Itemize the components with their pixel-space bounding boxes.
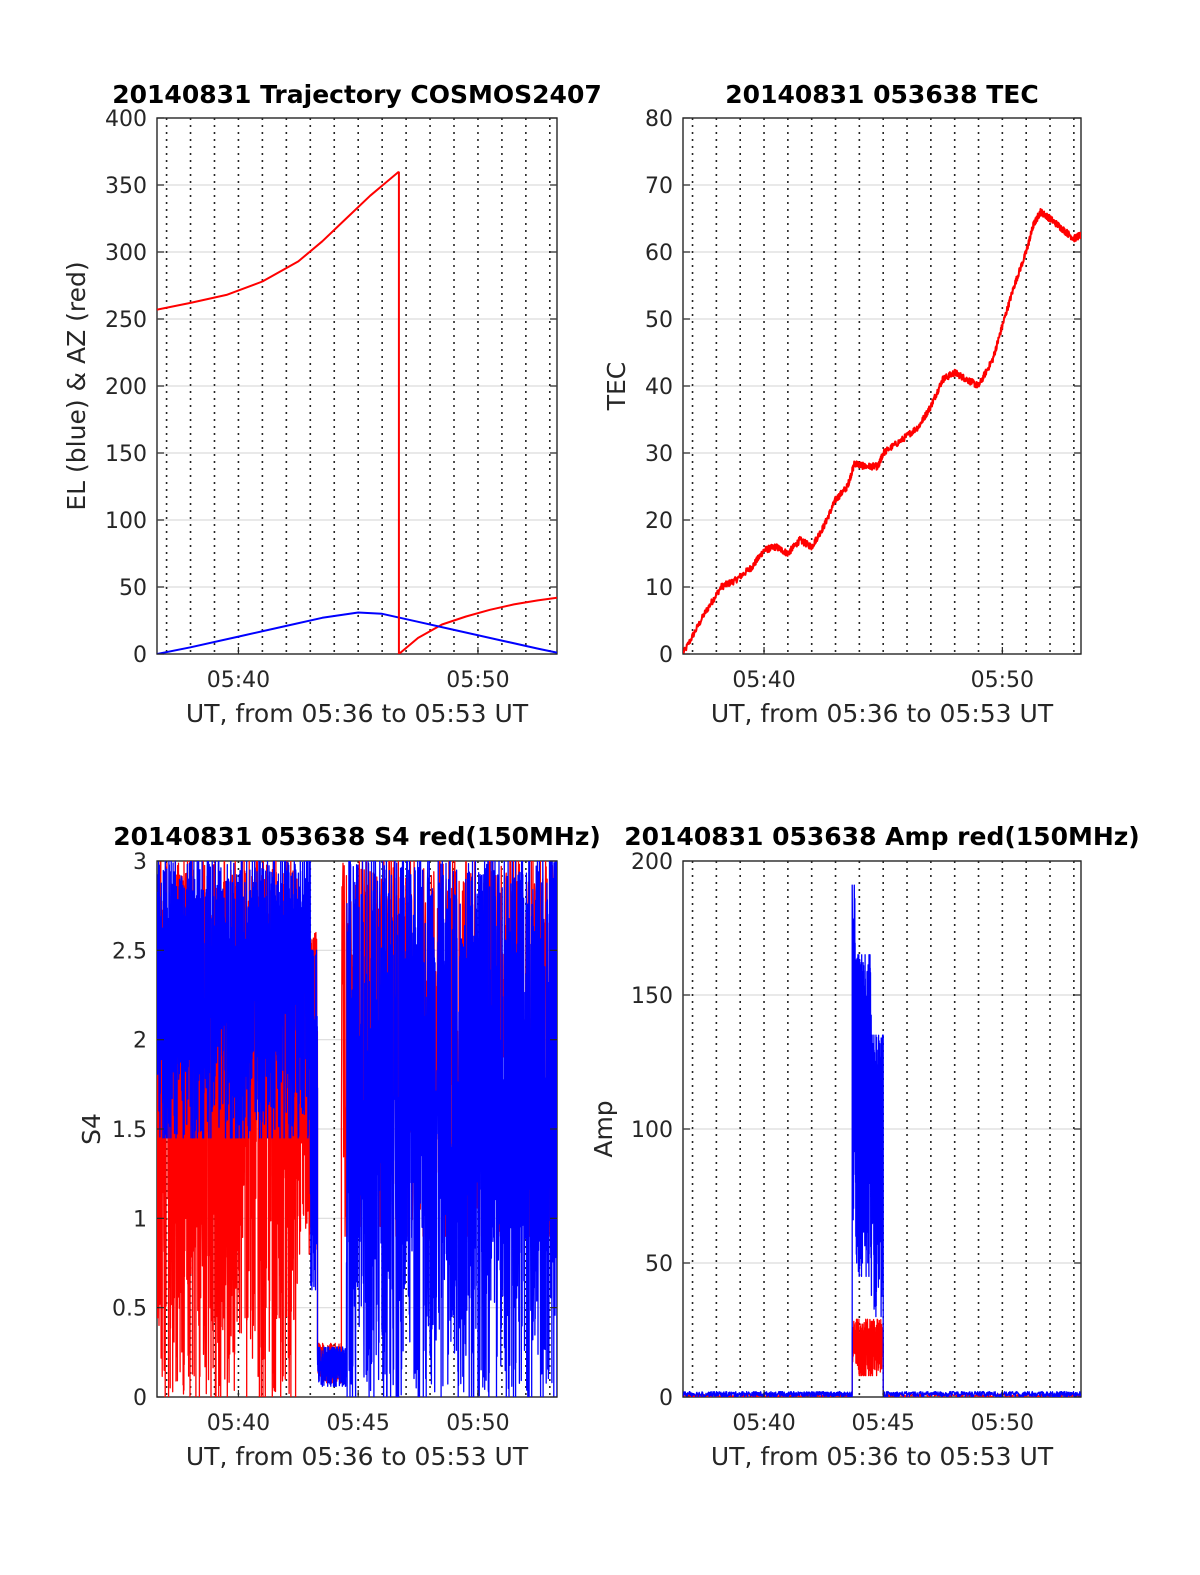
s4-series-blue <box>157 861 557 1397</box>
s4-ytick-label: 3 <box>133 850 147 875</box>
trajectory-ylabel: EL (blue) & AZ (red) <box>62 261 91 510</box>
s4-ytick-label: 0.5 <box>112 1297 147 1322</box>
amp-ytick-label: 200 <box>631 850 673 875</box>
trajectory-xlabel: UT, from 05:36 to 05:53 UT <box>186 699 529 728</box>
amp-ytick-label: 100 <box>631 1118 673 1143</box>
s4-ytick-label: 2 <box>133 1029 147 1054</box>
s4-ytick-label: 0 <box>133 1386 147 1411</box>
trajectory-panel: 0 50 100 150 200 250 300 350 400 05:40 05:50 20140… <box>62 80 602 728</box>
trajectory-ytick-label: 350 <box>105 174 147 199</box>
tec-panel: 0 10 20 30 40 50 60 70 80 05:40 05:50 20140831 053… <box>602 80 1082 728</box>
tec-ytick-label: 10 <box>645 576 673 601</box>
amp-xtick-label: 05:40 <box>732 1411 795 1436</box>
tec-ytick-label: 60 <box>645 241 673 266</box>
s4-ytick-label: 1 <box>133 1207 147 1232</box>
trajectory-title: 20140831 Trajectory COSMOS2407 <box>112 80 602 109</box>
trajectory-ytick-label: 300 <box>105 241 147 266</box>
tec-xtick-label: 05:50 <box>971 668 1034 693</box>
trajectory-ytick-label: 0 <box>133 643 147 668</box>
tec-ytick-label: 20 <box>645 509 673 534</box>
tec-xlabel: UT, from 05:36 to 05:53 UT <box>711 699 1054 728</box>
amp-ytick-label: 0 <box>659 1386 673 1411</box>
amp-xtick-label: 05:45 <box>851 1411 914 1436</box>
s4-xlabel: UT, from 05:36 to 05:53 UT <box>186 1442 529 1471</box>
trajectory-ytick-label: 100 <box>105 509 147 534</box>
trajectory-ytick-label: 250 <box>105 308 147 333</box>
s4-ylabel: S4 <box>77 1113 106 1145</box>
s4-xtick-label: 05:45 <box>326 1411 389 1436</box>
trajectory-xtick-label: 05:50 <box>446 668 509 693</box>
trajectory-xtick-label: 05:40 <box>207 668 270 693</box>
s4-ytick-label: 1.5 <box>112 1118 147 1143</box>
tec-series-red <box>683 208 1081 654</box>
tec-ytick-label: 0 <box>659 643 673 668</box>
tec-title: 20140831 053638 TEC <box>725 80 1038 109</box>
s4-panel: 0 0.5 1 1.5 2 2.5 3 05:40 05:45 05:50 20140831 05… <box>77 822 601 1471</box>
trajectory-series-red <box>157 170 557 654</box>
trajectory-series-blue <box>157 611 557 654</box>
amp-panel: 0 50 100 150 200 05:40 05:45 05:50 20140831 053… <box>589 822 1140 1471</box>
s4-xtick-label: 05:40 <box>207 1411 270 1436</box>
tec-ytick-label: 70 <box>645 174 673 199</box>
amp-ylabel: Amp <box>589 1100 618 1157</box>
tec-ytick-label: 50 <box>645 308 673 333</box>
tec-xtick-label: 05:40 <box>732 668 795 693</box>
amp-ytick-label: 150 <box>631 984 673 1009</box>
trajectory-ytick-label: 200 <box>105 375 147 400</box>
amp-ytick-label: 50 <box>645 1252 673 1277</box>
amp-xlabel: UT, from 05:36 to 05:53 UT <box>711 1442 1054 1471</box>
s4-xtick-label: 05:50 <box>446 1411 509 1436</box>
s4-ytick-label: 2.5 <box>112 939 147 964</box>
tec-ytick-label: 30 <box>645 442 673 467</box>
amp-xtick-label: 05:50 <box>971 1411 1034 1436</box>
tec-ytick-label: 80 <box>645 107 673 132</box>
amp-title: 20140831 053638 Amp red(150MHz) <box>624 822 1140 851</box>
trajectory-ytick-label: 150 <box>105 442 147 467</box>
tec-ytick-label: 40 <box>645 375 673 400</box>
trajectory-ytick-label: 50 <box>119 576 147 601</box>
s4-title: 20140831 053638 S4 red(150MHz) <box>113 822 601 851</box>
tec-ylabel: TEC <box>602 362 631 412</box>
trajectory-ytick-label: 400 <box>105 107 147 132</box>
